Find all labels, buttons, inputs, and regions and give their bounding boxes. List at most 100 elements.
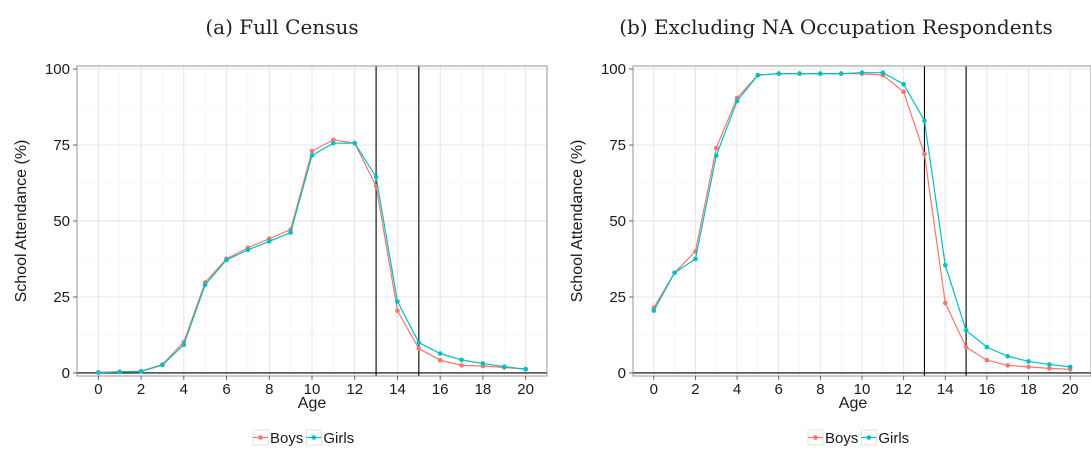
y-tick-label: 25	[609, 289, 626, 306]
data-point-girls	[245, 247, 251, 253]
data-point-girls	[797, 71, 802, 76]
data-point-girls	[373, 174, 379, 180]
x-tick-label: 8	[265, 381, 273, 398]
data-point-girls	[734, 98, 740, 104]
data-point-girls	[963, 328, 969, 333]
data-point-girls	[96, 370, 101, 375]
data-point-girls	[309, 153, 315, 158]
x-tick-label: 6	[775, 381, 783, 398]
data-point-boys	[395, 308, 400, 313]
data-point-girls	[838, 71, 844, 76]
x-tick-label: 2	[137, 381, 145, 398]
x-tick-label: 18	[475, 381, 492, 398]
x-tick-label: 4	[733, 381, 741, 398]
data-point-girls	[901, 81, 906, 87]
data-point-girls	[352, 140, 358, 146]
data-point-boys	[437, 357, 443, 363]
y-axis-label: School Attendance (%)	[569, 140, 586, 303]
x-tick-label: 10	[304, 381, 321, 398]
data-point-boys	[901, 89, 906, 95]
y-tick-label: 0	[62, 365, 70, 382]
data-point-girls	[480, 361, 486, 366]
data-point-girls	[755, 72, 761, 78]
x-axis-label: Age	[298, 395, 327, 412]
data-point-girls	[224, 257, 229, 263]
data-point-girls	[288, 230, 293, 235]
data-point-girls	[181, 342, 187, 347]
chart-title: (a) Full Census	[205, 15, 358, 39]
data-point-boys	[963, 344, 969, 350]
y-axis-label: School Attendance (%)	[13, 140, 30, 303]
data-point-girls	[138, 369, 144, 374]
data-point-boys	[309, 148, 315, 154]
data-point-boys	[984, 357, 990, 363]
x-tick-label: 20	[1062, 381, 1079, 398]
x-tick-label: 6	[222, 381, 230, 398]
x-tick-label: 16	[432, 381, 449, 398]
legend-key-point	[866, 435, 872, 440]
data-point-boys	[459, 363, 464, 368]
data-point-girls	[672, 270, 677, 275]
data-point-girls	[395, 299, 400, 304]
data-point-girls	[1026, 359, 1031, 364]
legend-label-boys: Boys	[270, 430, 303, 447]
y-tick-label: 0	[618, 365, 626, 382]
data-point-girls	[202, 282, 208, 288]
legend-key-point	[258, 435, 263, 440]
x-tick-label: 12	[895, 381, 912, 398]
legend: Boys Girls	[807, 429, 909, 447]
data-point-boys	[331, 137, 336, 143]
legend-label-girls: Girls	[878, 430, 909, 447]
y-tick-label: 50	[53, 213, 70, 230]
y-tick-label: 25	[53, 289, 70, 306]
x-tick-label: 14	[937, 381, 954, 398]
data-point-boys	[1026, 364, 1031, 370]
data-point-girls	[266, 239, 272, 244]
data-point-girls	[713, 153, 719, 158]
x-tick-label: 4	[180, 381, 188, 398]
data-point-boys	[922, 151, 927, 157]
y-tick-label: 50	[609, 213, 626, 230]
chart-panel-b: (b) Excluding NA Occupation Respondents 0…	[569, 15, 1091, 447]
x-tick-label: 8	[816, 381, 824, 398]
y-tick-label: 100	[601, 61, 626, 78]
legend-label-girls: Girls	[323, 430, 354, 447]
data-point-girls	[1047, 362, 1052, 367]
data-point-girls	[776, 71, 782, 76]
data-point-boys	[1047, 366, 1052, 371]
x-tick-label: 2	[691, 381, 699, 398]
chart-panel-a: (a) Full Census 0 2 4 6 8 10 12 14 16 18 20 0 25 50 75 1…	[13, 15, 548, 447]
x-tick-label: 0	[650, 381, 658, 398]
chart-title: (b) Excluding NA Occupation Respondents	[619, 15, 1053, 39]
data-point-boys	[713, 145, 719, 151]
data-point-girls	[693, 256, 698, 262]
data-point-girls	[984, 344, 990, 350]
y-tick-label: 75	[609, 137, 626, 154]
x-tick-label: 12	[346, 381, 363, 398]
data-point-girls	[1067, 364, 1073, 370]
x-tick-label: 10	[854, 381, 871, 398]
data-point-boys	[1005, 363, 1011, 368]
legend-key-point	[813, 435, 818, 440]
data-point-girls	[942, 262, 948, 268]
data-point-girls	[459, 357, 464, 363]
data-point-boys	[416, 346, 422, 351]
data-point-girls	[880, 70, 886, 75]
x-tick-label: 18	[1020, 381, 1037, 398]
data-point-girls	[501, 364, 507, 369]
data-point-girls	[859, 70, 865, 75]
x-tick-label: 14	[389, 381, 406, 398]
data-point-girls	[331, 140, 336, 146]
legend: Boys Girls	[252, 429, 354, 447]
data-point-boys	[942, 300, 948, 306]
legend-key-point	[311, 435, 317, 440]
data-point-girls	[1005, 353, 1011, 359]
y-tick-label: 100	[45, 61, 70, 78]
x-tick-label: 16	[979, 381, 996, 398]
data-point-girls	[922, 118, 927, 124]
data-point-girls	[160, 362, 165, 368]
data-point-girls	[117, 369, 123, 375]
data-point-girls	[651, 308, 657, 313]
data-point-girls	[437, 351, 443, 356]
